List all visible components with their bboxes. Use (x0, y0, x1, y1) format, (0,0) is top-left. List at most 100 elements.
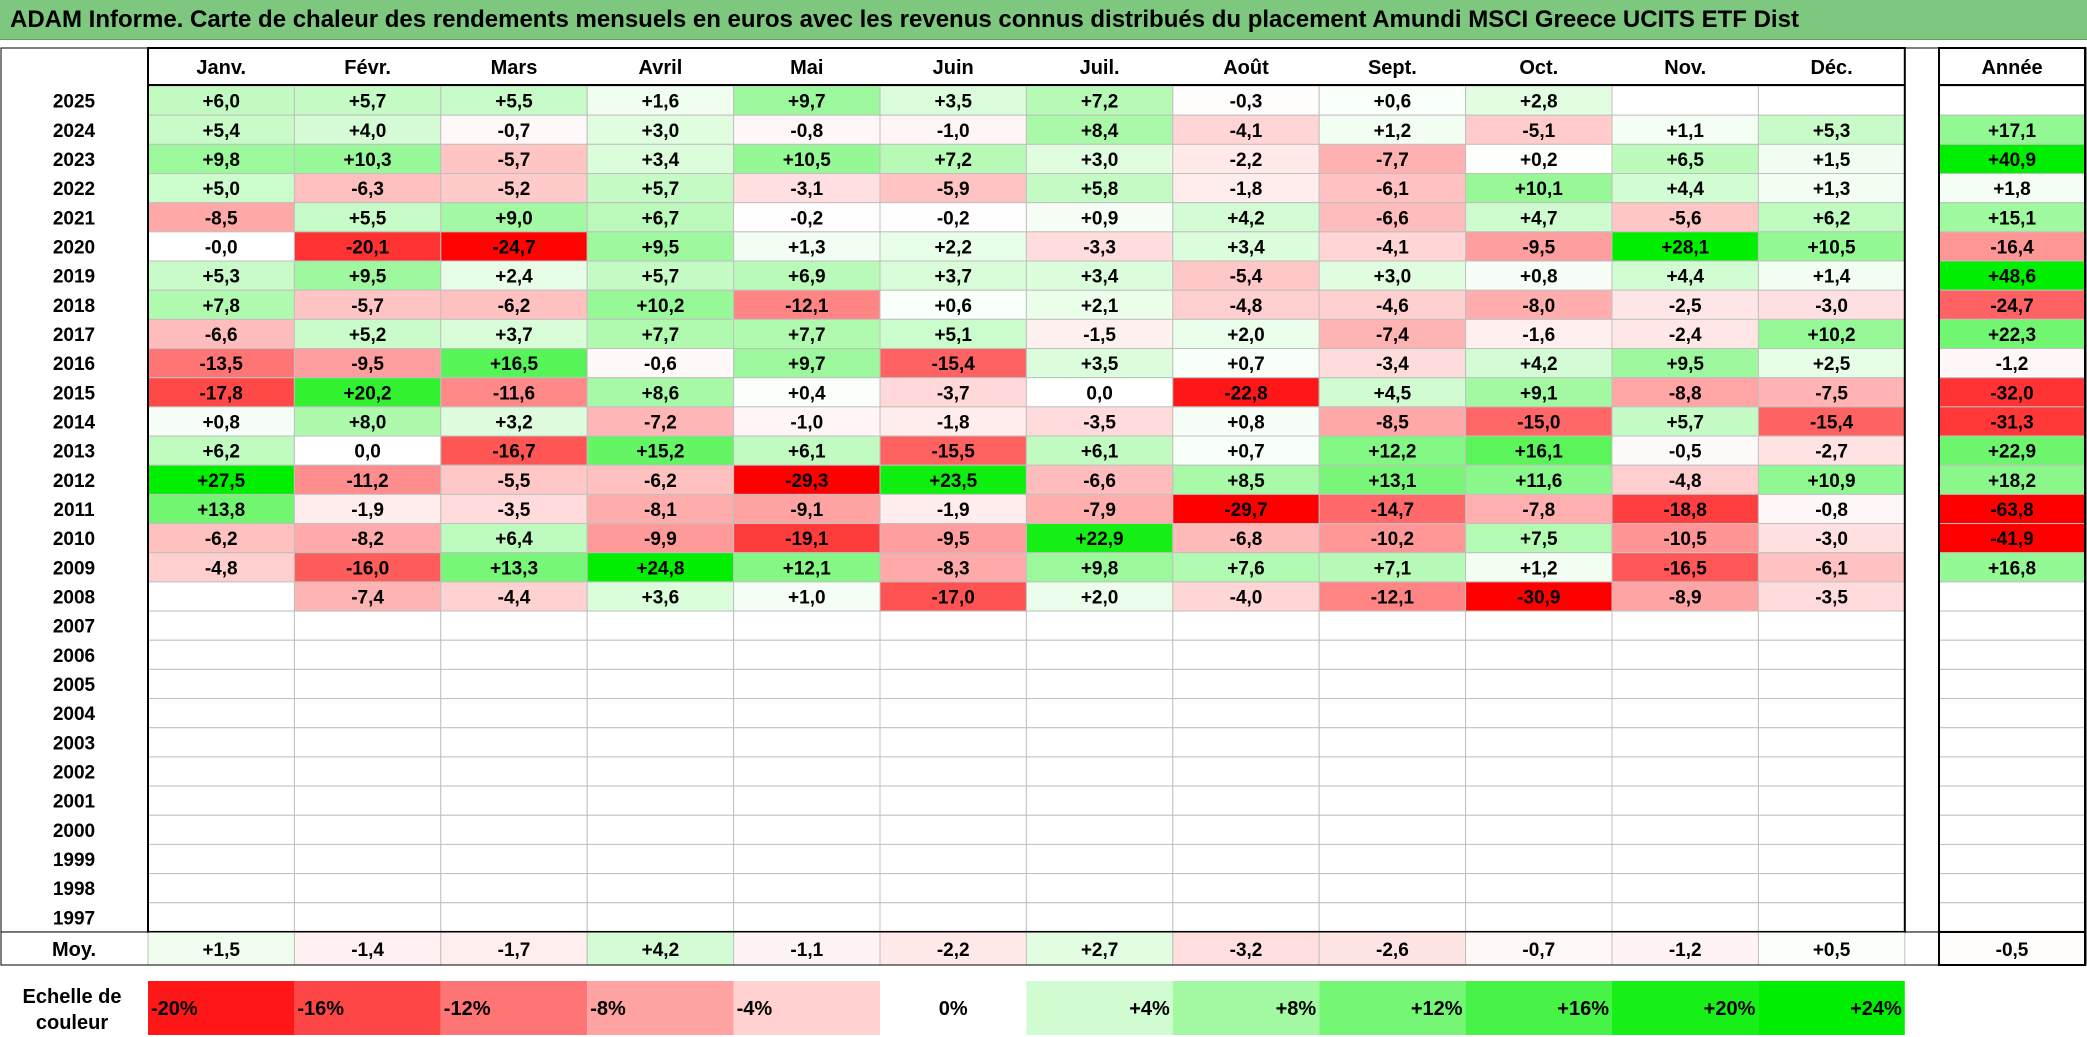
heat-cell (440, 493, 588, 525)
heat-cell (293, 231, 442, 262)
annual-cell (1938, 785, 2086, 816)
cell-value: +0,8 (202, 412, 240, 433)
heat-cell (1611, 260, 1759, 291)
heat-cell (879, 668, 1027, 700)
heat-cell (1318, 435, 1467, 466)
heat-cell (147, 814, 295, 845)
average-cell (440, 931, 588, 966)
year-label: 1997 (53, 908, 95, 929)
cell-value: +3,4 (1081, 267, 1119, 288)
cell-value: +6,2 (202, 442, 240, 463)
cell-value: +7,7 (642, 325, 680, 346)
average-value: +4,2 (642, 940, 680, 961)
scale-step-label: 0% (939, 998, 968, 1020)
month-header: Sept. (1368, 57, 1417, 79)
heat-cell (733, 435, 881, 466)
heat-cell (1025, 435, 1174, 466)
heat-cell (879, 464, 1027, 495)
heat-cell (1465, 464, 1613, 495)
heat-cell (1757, 902, 1906, 933)
heat-cell (1172, 698, 1320, 729)
annual-value: +17,1 (1988, 121, 2037, 142)
heat-cell (1611, 318, 1759, 350)
cell-value: -7,7 (1376, 150, 1409, 171)
heat-cell (147, 231, 295, 262)
heat-cell (293, 348, 442, 379)
cell-value: -3,5 (1083, 412, 1116, 433)
cell-value: -0,8 (1815, 500, 1848, 521)
cell-value: -29,3 (785, 471, 828, 492)
cell-value: +7,1 (1374, 558, 1412, 579)
heat-cell (1465, 727, 1613, 758)
heat-cell (1465, 639, 1613, 670)
heat-cell (1465, 902, 1613, 933)
heat-cell (1465, 668, 1613, 700)
cell-value: -6,8 (1230, 529, 1263, 550)
cell-value: -0,0 (205, 237, 238, 258)
average-row-outline (0, 931, 2087, 966)
annual-value: +18,2 (1988, 471, 2036, 492)
cell-value: +10,9 (1808, 471, 1856, 492)
heat-cell (733, 843, 881, 875)
heat-cell (440, 406, 588, 437)
cell-value: +11,6 (1515, 471, 1562, 492)
heat-cell (1025, 639, 1174, 670)
heat-cell (293, 85, 442, 116)
cell-value: -6,1 (1376, 179, 1409, 200)
scale-swatch (587, 981, 734, 1035)
heat-cell (1025, 348, 1174, 379)
annual-cell (1938, 464, 2086, 495)
cell-value: +15,2 (636, 442, 684, 463)
cell-value: +10,2 (1808, 325, 1856, 346)
heat-cell (1318, 143, 1467, 175)
heat-cell (1025, 289, 1174, 320)
heat-cell (147, 727, 295, 758)
heat-cell (879, 843, 1027, 875)
cell-value: +5,7 (642, 267, 680, 288)
heat-cell (879, 814, 1027, 845)
heat-cell (586, 231, 735, 262)
heat-cell (1025, 114, 1174, 145)
heat-cell (879, 318, 1027, 350)
cell-value: -2,4 (1669, 325, 1702, 346)
annual-cell (1938, 843, 2086, 875)
heat-cell (440, 435, 588, 466)
heat-cell (879, 756, 1027, 787)
heat-cell (733, 231, 881, 262)
cell-value: +13,1 (1368, 471, 1417, 492)
cell-value: +0,8 (1520, 267, 1558, 288)
heat-cell (1025, 873, 1174, 904)
cell-value: +3,2 (495, 412, 533, 433)
cell-value: -16,5 (1664, 558, 1708, 579)
cell-value: -0,5 (1669, 442, 1702, 463)
heat-cell (293, 523, 442, 554)
heat-cell (1025, 173, 1174, 204)
cell-value: +6,5 (1666, 150, 1704, 171)
annual-cell (1938, 523, 2086, 554)
heat-cell (586, 639, 735, 670)
heat-cell (1611, 727, 1759, 758)
average-value: -0,7 (1522, 940, 1555, 961)
heat-cell (1465, 260, 1613, 291)
cell-value: -5,9 (937, 179, 970, 200)
heat-cell (1757, 814, 1906, 845)
heat-cell (440, 173, 588, 204)
heat-cell (440, 873, 588, 904)
annual-cell (1938, 493, 2086, 525)
scale-swatch (1319, 981, 1466, 1035)
cell-value: +22,9 (1076, 529, 1124, 550)
cell-value: +1,5 (1813, 150, 1851, 171)
annual-cell (1938, 698, 2086, 729)
heat-cell (879, 260, 1027, 291)
cell-value: +9,5 (349, 267, 387, 288)
heat-cell (1465, 348, 1613, 379)
average-value: +2,7 (1081, 940, 1119, 961)
heat-cell (879, 727, 1027, 758)
annual-value: +15,1 (1988, 208, 2037, 229)
cell-value: +5,7 (642, 179, 680, 200)
heat-cell (1025, 843, 1174, 875)
heat-cell (733, 902, 881, 933)
cell-value: +1,0 (788, 587, 826, 608)
heat-cell (147, 377, 295, 408)
chart-title: ADAM Informe. Carte de chaleur des rende… (0, 0, 2087, 40)
